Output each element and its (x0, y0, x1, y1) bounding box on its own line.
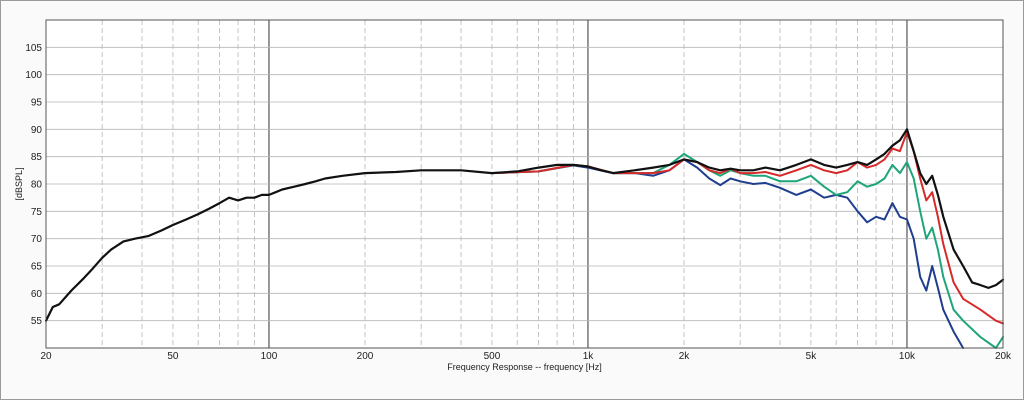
grid (46, 20, 1003, 348)
x-tick-label: 20 (40, 351, 52, 362)
series-line-3 (490, 131, 1004, 325)
y-tick-label: 100 (25, 70, 42, 81)
y-axis-label: [dBSPL] (14, 167, 24, 200)
series-line-1 (490, 158, 965, 349)
y-tick-label: 80 (31, 180, 43, 191)
y-tick-label: 95 (31, 98, 43, 109)
y-tick-label: 65 (31, 262, 43, 273)
tick-labels: 20 50 100 200 500 1k 2k 5k 10k 20k 55 60 65 70 75 80 85 9… (25, 43, 1012, 362)
x-tick-label: 100 (261, 351, 278, 362)
x-tick-label: 50 (167, 351, 179, 362)
series-line-2 (490, 152, 1004, 349)
x-tick-label: 200 (357, 351, 374, 362)
x-tick-label: 10k (899, 351, 916, 362)
x-axis-label: Frequency Response -- frequency [Hz] (447, 362, 602, 372)
x-tick-label: 500 (484, 351, 501, 362)
y-tick-label: 105 (25, 43, 42, 54)
x-tick-label: 20k (995, 351, 1012, 362)
x-tick-label: 2k (679, 351, 691, 362)
y-tick-label: 55 (31, 316, 43, 327)
plot-border (45, 19, 1004, 349)
x-tick-label: 5k (806, 351, 818, 362)
series-layer (44, 128, 1005, 349)
y-tick-label: 70 (31, 234, 43, 245)
y-tick-label: 60 (31, 289, 43, 300)
y-tick-label: 75 (31, 207, 43, 218)
x-tick-label: 1k (583, 351, 595, 362)
series-line-4 (44, 128, 1005, 322)
y-tick-label: 85 (31, 152, 43, 163)
y-tick-label: 90 (31, 125, 43, 136)
